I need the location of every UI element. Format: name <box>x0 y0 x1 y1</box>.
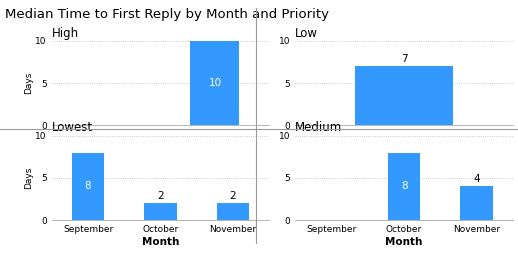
Text: High: High <box>52 27 79 40</box>
Y-axis label: Days: Days <box>24 72 33 94</box>
Bar <box>71 153 104 220</box>
Text: 8: 8 <box>401 181 407 191</box>
X-axis label: Month: Month <box>142 237 179 247</box>
Text: Median Time to First Reply by Month and Priority: Median Time to First Reply by Month and … <box>5 8 329 21</box>
Text: Medium: Medium <box>295 121 342 134</box>
Text: 7: 7 <box>401 54 407 64</box>
Text: Low: Low <box>295 27 319 40</box>
Text: 2: 2 <box>157 191 164 201</box>
Bar <box>191 41 239 125</box>
Bar <box>355 66 453 125</box>
Bar <box>388 153 421 220</box>
Text: 2: 2 <box>229 191 236 201</box>
Text: 10: 10 <box>208 78 222 88</box>
Bar <box>217 203 249 220</box>
Text: 4: 4 <box>473 174 480 184</box>
Bar <box>461 186 493 220</box>
X-axis label: Month: Month <box>385 237 423 247</box>
Text: 8: 8 <box>85 181 91 191</box>
Bar <box>144 203 177 220</box>
Text: Lowest: Lowest <box>52 121 93 134</box>
Y-axis label: Days: Days <box>24 167 33 189</box>
